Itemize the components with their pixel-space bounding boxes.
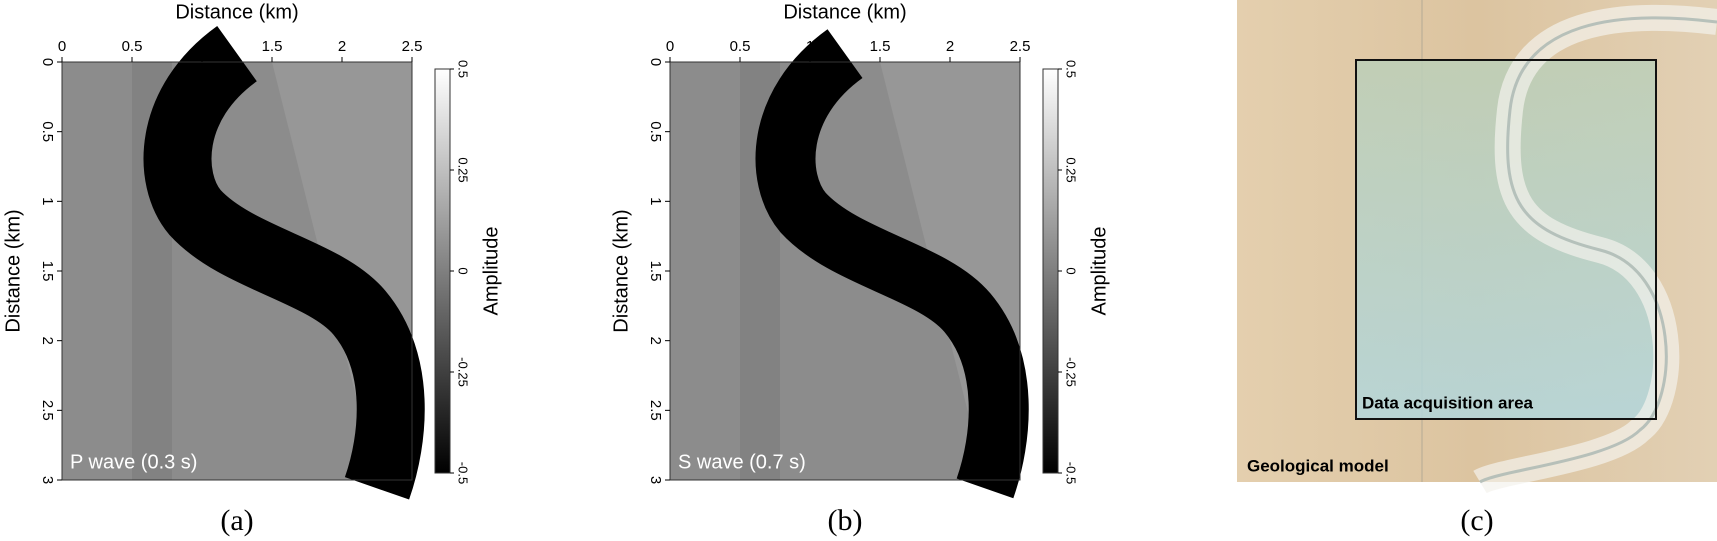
y-axis-title: Distance (km): [610, 209, 632, 332]
colorbar-tick-label: 0.25: [456, 157, 471, 182]
y-tick-label: 0.5: [39, 121, 56, 142]
y-tick-label: 3: [647, 476, 664, 484]
annotation: P wave (0.3 s): [70, 451, 197, 473]
x-tick-label: 2.5: [1010, 38, 1031, 55]
y-axis-title: Distance (km): [2, 209, 24, 332]
y-tick-label: 3: [39, 476, 56, 484]
y-tick-label: 0: [647, 58, 664, 66]
colorbar-tick-label: 0: [456, 267, 471, 274]
colorbar-tick-label: -0.25: [456, 357, 471, 387]
box-label: Data acquisition area: [1362, 393, 1534, 412]
wave-front: [755, 29, 1029, 499]
y-tick-label: 1: [39, 197, 56, 205]
x-tick-label: 2.5: [402, 38, 423, 55]
colorbar-tick-label: 0.5: [1064, 60, 1079, 78]
colorbar-tick-label: -0.5: [456, 462, 471, 484]
x-tick-label: 2: [946, 38, 954, 55]
colorbar-tick-label: -0.25: [1064, 357, 1079, 387]
heatmap-panel: 0 0.5 1 1.5 2 2.5 0 0.5 1 1.5 2 2.5 3 Distance (km) Di…: [610, 1, 1110, 537]
annotation: S wave (0.7 s): [678, 451, 806, 473]
y-tick-label: 1.5: [647, 261, 664, 282]
x-tick-label: 0: [58, 38, 66, 55]
colorbar: [434, 68, 451, 474]
x-axis-title: Distance (km): [175, 1, 298, 23]
x-tick-label: 1.5: [262, 38, 283, 55]
wave-front: [143, 26, 425, 500]
colorbar: [1042, 68, 1059, 474]
y-tick-label: 1.5: [39, 261, 56, 282]
model-label: Geological model: [1247, 456, 1389, 475]
y-tick-label: 0: [39, 58, 56, 66]
y-tick-label: 2: [39, 336, 56, 344]
x-axis-title: Distance (km): [783, 1, 906, 23]
y-tick-label: 2.5: [39, 400, 56, 421]
caption: (a): [220, 504, 253, 537]
x-tick-label: 1.5: [870, 38, 891, 55]
colorbar-tick-label: -0.5: [1064, 462, 1079, 484]
acquisition-box: [1355, 59, 1657, 420]
caption: (b): [828, 504, 863, 537]
colorbar-tick-label: 0.25: [1064, 157, 1079, 182]
y-tick-label: 2.5: [647, 400, 664, 421]
heatmap-panel: 0 0.5 1 1.5 2 2.5 0 0.5 1 1.5 2 2.5 3 Distance (km) Di…: [2, 1, 502, 537]
x-tick-label: 2: [338, 38, 346, 55]
colorbar-title: Amplitude: [1088, 227, 1110, 316]
channel-edge: [1479, 16, 1717, 484]
y-tick-label: 0.5: [647, 121, 664, 142]
x-tick-label: 1: [806, 38, 814, 55]
caption: (c): [1460, 504, 1493, 537]
x-tick-label: 0.5: [122, 38, 143, 55]
colorbar-tick-label: 0.5: [456, 60, 471, 78]
x-tick-label: 0.5: [730, 38, 751, 55]
y-tick-label: 2: [647, 336, 664, 344]
x-tick-label: 0: [666, 38, 674, 55]
x-tick-label: 1: [198, 38, 206, 55]
colorbar-title: Amplitude: [480, 227, 502, 316]
photo-panel: Data acquisition area Geological model (…: [1237, 0, 1717, 537]
y-tick-label: 1: [647, 197, 664, 205]
colorbar-tick-label: 0: [1064, 267, 1079, 274]
